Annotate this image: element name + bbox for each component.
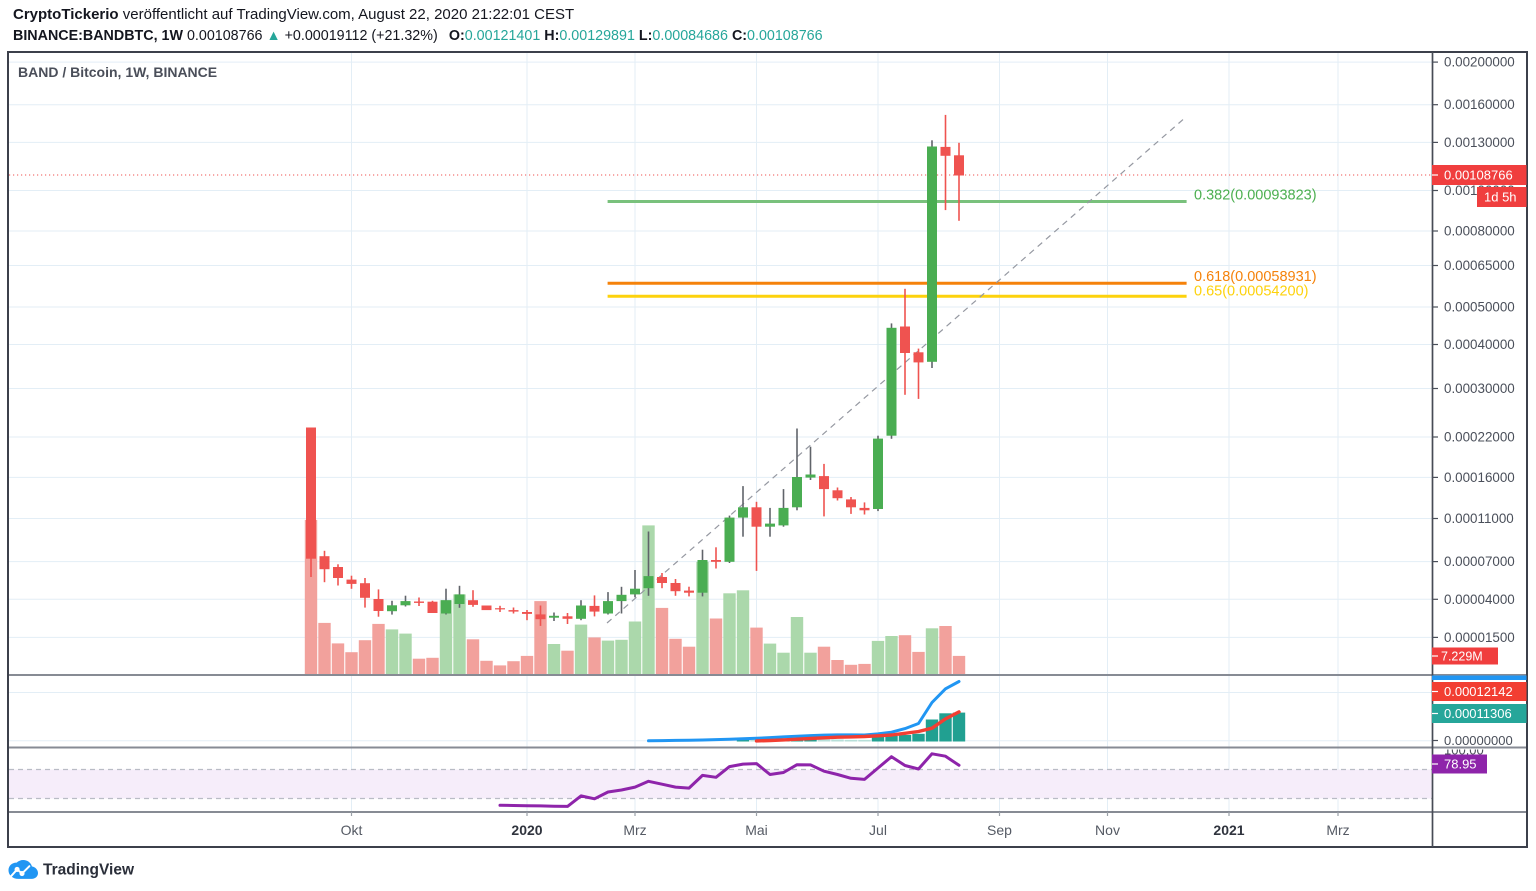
svg-text:0.00022000: 0.00022000 xyxy=(1444,430,1515,445)
svg-text:2021: 2021 xyxy=(1213,822,1244,838)
svg-text:0.618(0.00058931): 0.618(0.00058931) xyxy=(1194,269,1317,285)
svg-text:Mrz: Mrz xyxy=(623,822,646,838)
svg-text:0.00160000: 0.00160000 xyxy=(1444,97,1515,112)
svg-text:Jul: Jul xyxy=(869,822,887,838)
svg-text:BAND / Bitcoin, 1W, BINANCE: BAND / Bitcoin, 1W, BINANCE xyxy=(18,64,217,80)
svg-text:Okt: Okt xyxy=(341,822,363,838)
svg-text:Mai: Mai xyxy=(745,822,768,838)
svg-text:0.00007000: 0.00007000 xyxy=(1444,554,1515,569)
svg-text:0.00040000: 0.00040000 xyxy=(1444,337,1515,352)
svg-text:0.65(0.00054200): 0.65(0.00054200) xyxy=(1194,283,1309,299)
svg-text:BINANCE:BANDBTC, 1W 0.0010876: BINANCE:BANDBTC, 1W 0.00108766 ▲ +0.0001… xyxy=(13,28,823,44)
svg-text:0.00011306: 0.00011306 xyxy=(1444,706,1512,721)
svg-text:0.00080000: 0.00080000 xyxy=(1444,224,1515,239)
svg-text:TradingView: TradingView xyxy=(43,862,135,879)
svg-text:0.00011000: 0.00011000 xyxy=(1444,511,1514,526)
svg-text:0.00130000: 0.00130000 xyxy=(1444,135,1515,150)
svg-text:0.00108766: 0.00108766 xyxy=(1444,168,1513,183)
svg-text:78.95: 78.95 xyxy=(1444,757,1477,772)
svg-text:0.00050000: 0.00050000 xyxy=(1444,300,1515,315)
svg-text:0.382(0.00093823): 0.382(0.00093823) xyxy=(1194,188,1317,204)
svg-text:0.00200000: 0.00200000 xyxy=(1444,55,1515,70)
svg-text:Nov: Nov xyxy=(1095,822,1120,838)
svg-text:0.00001500: 0.00001500 xyxy=(1444,630,1515,645)
svg-text:0.00000000: 0.00000000 xyxy=(1444,733,1513,748)
svg-text:100.00: 100.00 xyxy=(1444,743,1484,758)
svg-text:7.229M: 7.229M xyxy=(1441,650,1483,664)
svg-text:0.00016000: 0.00016000 xyxy=(1444,470,1515,485)
svg-text:CryptoTickerio veröffentlicht: CryptoTickerio veröffentlicht auf Tradin… xyxy=(13,6,574,23)
svg-text:Sep: Sep xyxy=(987,822,1012,838)
svg-text:0.00065000: 0.00065000 xyxy=(1444,258,1515,273)
svg-text:Mrz: Mrz xyxy=(1326,822,1349,838)
svg-text:0.00004000: 0.00004000 xyxy=(1444,592,1515,607)
svg-text:2020: 2020 xyxy=(511,822,542,838)
svg-text:0.00030000: 0.00030000 xyxy=(1444,381,1515,396)
svg-text:0.00012142: 0.00012142 xyxy=(1444,684,1513,699)
svg-text:1d 5h: 1d 5h xyxy=(1484,190,1517,205)
